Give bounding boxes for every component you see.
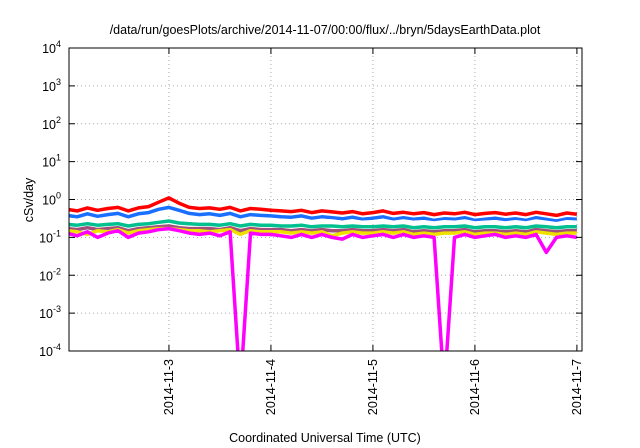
series-red [69, 196, 578, 218]
x-ticks: 2014-11-3 2014-11-4 2014-11-5 2014-11-6 2014… [162, 48, 584, 415]
y-tick-label: 10-2 [39, 266, 61, 283]
y-tick-label: 104 [42, 39, 61, 56]
y-tick-label: 10-4 [39, 342, 61, 359]
y-tick-label: 10-3 [39, 304, 61, 321]
y-tick-label: 101 [42, 153, 61, 170]
x-tick-label: 2014-11-7 [570, 359, 584, 415]
y-tick-label: 103 [42, 77, 61, 94]
chart-title: /data/run/goesPlots/archive/2014-11-07/0… [110, 23, 541, 37]
x-tick-label: 2014-11-6 [468, 359, 482, 415]
y-tick-label: 102 [42, 115, 61, 132]
x-axis-label: Coordinated Universal Time (UTC) [229, 431, 421, 445]
series-magenta [69, 226, 578, 351]
series-brown [69, 224, 577, 234]
y-axis-label: cSv/day [22, 177, 36, 222]
x-tick-label: 2014-11-3 [162, 359, 176, 415]
series-lines [69, 196, 578, 351]
y-tick-label: 100 [42, 191, 61, 208]
series-yellow [69, 226, 577, 238]
series-white [69, 210, 578, 226]
series-teal [69, 219, 577, 230]
y-ticks: 104 103 102 101 100 10-1 10-2 10-3 10-4 [39, 39, 582, 359]
x-tick-label: 2014-11-4 [264, 359, 278, 415]
x-tick-label: 2014-11-5 [366, 359, 380, 415]
y-tick-label: 10-1 [39, 228, 61, 245]
grid [69, 48, 582, 351]
series-blue [69, 205, 577, 223]
